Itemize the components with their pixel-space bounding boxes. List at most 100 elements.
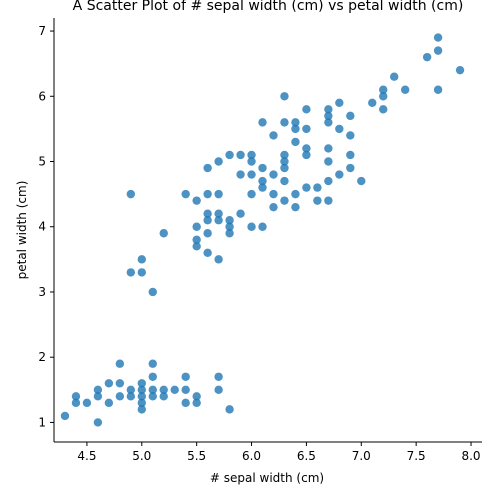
scatter-point — [346, 111, 355, 121]
scatter-point — [192, 398, 201, 408]
scatter-point — [236, 150, 245, 160]
scatter-point — [214, 209, 223, 218]
x-tick-label: 7.0 — [352, 449, 371, 463]
scatter-point — [214, 372, 223, 381]
scatter-point — [302, 144, 311, 153]
scatter-point — [324, 111, 333, 121]
scatter-point — [335, 170, 344, 179]
x-axis-label: # sepal width (cm) — [210, 471, 324, 485]
scatter-point — [71, 392, 81, 401]
scatter-point — [225, 222, 234, 231]
scatter-point — [192, 222, 201, 231]
scatter-point — [269, 131, 278, 140]
scatter-point — [280, 176, 289, 186]
scatter-point — [203, 216, 212, 225]
scatter-point — [137, 268, 146, 277]
scatter-point — [181, 189, 190, 199]
scatter-point — [159, 229, 168, 238]
scatter-point — [170, 385, 179, 395]
scatter-point — [214, 216, 223, 225]
scatter-point — [192, 242, 201, 251]
scatter-point — [280, 163, 289, 173]
scatter-point — [115, 359, 125, 368]
scatter-point — [379, 105, 388, 114]
scatter-point — [236, 209, 245, 218]
scatter-point — [126, 189, 136, 199]
scatter-point — [148, 372, 157, 381]
scatter-point — [148, 392, 157, 401]
x-tick-label: 6.5 — [297, 449, 316, 463]
scatter-point — [291, 202, 300, 212]
scatter-point — [104, 379, 114, 388]
scatter-point — [280, 196, 289, 205]
scatter-point — [225, 216, 234, 225]
scatter-point — [192, 392, 201, 401]
scatter-point — [214, 189, 223, 199]
scatter-point — [137, 405, 146, 414]
y-tick-label: 6 — [38, 89, 46, 103]
scatter-point — [379, 85, 388, 94]
scatter-point — [291, 118, 300, 127]
scatter-point — [346, 150, 355, 160]
scatter-point — [137, 385, 146, 395]
scatter-point — [93, 392, 103, 401]
scatter-point — [313, 183, 322, 192]
scatter-point — [137, 379, 146, 388]
scatter-point — [192, 235, 201, 244]
scatter-point — [324, 176, 333, 186]
x-tick-label: 5.5 — [187, 449, 206, 463]
x-tick-label: 7.5 — [407, 449, 426, 463]
scatter-point — [203, 209, 212, 218]
scatter-point — [148, 385, 157, 395]
scatter-point — [357, 176, 366, 186]
scatter-point — [214, 157, 223, 166]
scatter-point — [93, 385, 103, 395]
scatter-point — [258, 176, 267, 186]
scatter-point — [203, 229, 212, 238]
scatter-point — [247, 189, 256, 199]
scatter-point — [159, 385, 168, 395]
y-tick-label: 7 — [38, 24, 46, 38]
scatter-point — [225, 229, 234, 238]
scatter-point — [126, 385, 136, 395]
scatter-point — [104, 398, 114, 408]
scatter-point — [422, 52, 432, 62]
scatter-point — [225, 405, 234, 414]
scatter-point — [433, 46, 443, 55]
x-tick-label: 4.5 — [77, 449, 96, 463]
y-tick-label: 5 — [38, 155, 46, 169]
scatter-point — [390, 72, 399, 81]
scatter-point — [368, 98, 377, 108]
scatter-point — [324, 157, 333, 166]
scatter-point — [291, 137, 300, 147]
scatter-point — [203, 163, 212, 173]
scatter-point — [302, 124, 311, 134]
scatter-point — [247, 150, 256, 160]
scatter-point — [137, 392, 146, 401]
scatter-point — [181, 372, 190, 381]
scatter-point — [433, 85, 443, 94]
scatter-point — [324, 144, 333, 153]
y-tick-label: 3 — [38, 285, 46, 299]
scatter-point — [126, 392, 136, 401]
scatter-point — [346, 163, 355, 173]
scatter-point — [291, 124, 300, 134]
scatter-point — [181, 398, 190, 408]
scatter-point — [379, 92, 388, 101]
scatter-point — [137, 398, 146, 408]
scatter-point — [148, 359, 157, 368]
scatter-point — [203, 189, 212, 199]
scatter-point — [82, 398, 92, 408]
scatter-point — [258, 163, 267, 173]
scatter-point — [269, 202, 278, 212]
scatter-point — [302, 183, 311, 192]
scatter-point — [192, 196, 201, 205]
scatter-point — [324, 118, 333, 127]
scatter-point — [236, 170, 245, 179]
scatter-point — [280, 157, 289, 166]
scatter-point — [324, 105, 333, 114]
scatter-point — [126, 268, 136, 277]
scatter-point — [346, 131, 355, 140]
x-tick-label: 8.0 — [461, 449, 480, 463]
